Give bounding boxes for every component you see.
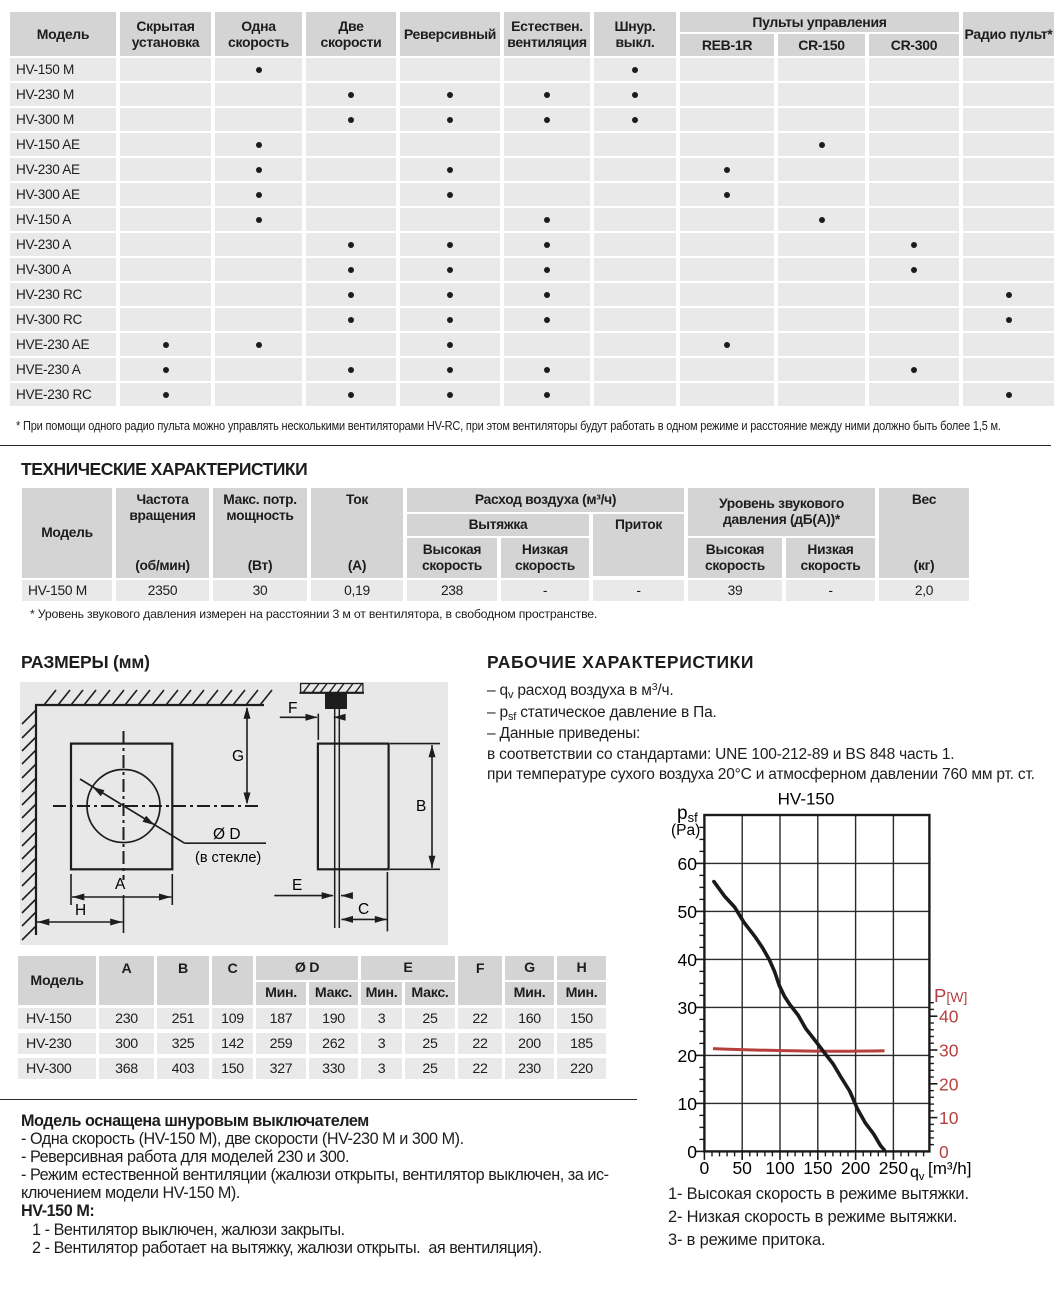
svg-text:20: 20 xyxy=(939,1074,959,1094)
svg-text:40: 40 xyxy=(939,1007,959,1027)
svg-text:G: G xyxy=(232,748,244,765)
svg-text:200: 200 xyxy=(841,1158,870,1178)
svg-text:50: 50 xyxy=(732,1158,752,1178)
svg-text:0: 0 xyxy=(700,1158,710,1178)
svg-text:(в стекле): (в стекле) xyxy=(195,850,261,866)
svg-text:40: 40 xyxy=(678,950,698,970)
svg-text:100: 100 xyxy=(765,1158,794,1178)
svg-text:P[W]: P[W] xyxy=(934,985,967,1006)
svg-text:60: 60 xyxy=(678,854,698,874)
svg-text:E: E xyxy=(292,877,302,894)
svg-text:0: 0 xyxy=(687,1142,697,1162)
svg-text:C: C xyxy=(358,901,369,918)
svg-text:qv: qv xyxy=(910,1164,925,1183)
svg-text:50: 50 xyxy=(678,902,698,922)
svg-text:F: F xyxy=(288,700,297,717)
svg-text:10: 10 xyxy=(678,1094,698,1114)
svg-text:B: B xyxy=(416,798,426,815)
svg-text:Ø D: Ø D xyxy=(213,826,241,843)
svg-text:30: 30 xyxy=(939,1041,959,1061)
svg-text:150: 150 xyxy=(803,1158,832,1178)
svg-text:A: A xyxy=(115,876,126,893)
svg-text:10: 10 xyxy=(939,1108,959,1128)
svg-text:HV-150: HV-150 xyxy=(778,790,835,809)
svg-text:20: 20 xyxy=(678,1046,698,1066)
svg-text:(Pa): (Pa) xyxy=(671,822,700,839)
svg-text:0: 0 xyxy=(939,1142,949,1162)
svg-text:30: 30 xyxy=(678,998,698,1018)
svg-text:250: 250 xyxy=(879,1158,908,1178)
svg-text:[m³/h]: [m³/h] xyxy=(928,1159,971,1178)
svg-text:H: H xyxy=(75,902,86,919)
